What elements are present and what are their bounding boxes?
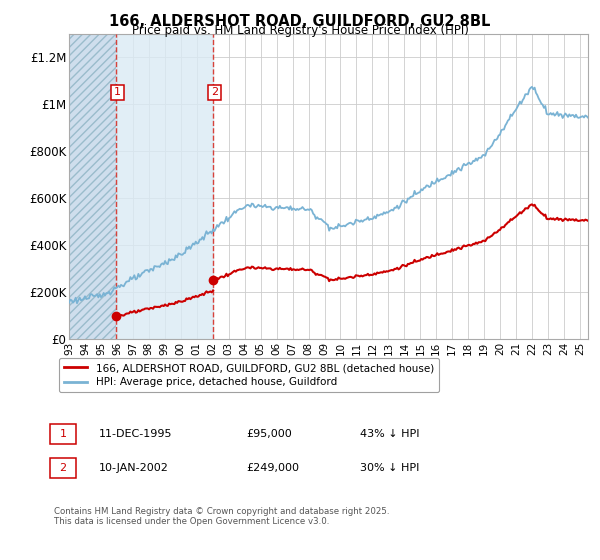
Text: 2: 2 [59,463,67,473]
Text: Contains HM Land Registry data © Crown copyright and database right 2025.
This d: Contains HM Land Registry data © Crown c… [54,507,389,526]
Text: £249,000: £249,000 [246,463,299,473]
Text: 1: 1 [114,87,121,97]
Text: 166, ALDERSHOT ROAD, GUILDFORD, GU2 8BL: 166, ALDERSHOT ROAD, GUILDFORD, GU2 8BL [109,14,491,29]
Text: 43% ↓ HPI: 43% ↓ HPI [360,429,419,439]
Bar [116,34,213,339]
Text: 10-JAN-2002: 10-JAN-2002 [99,463,169,473]
FancyBboxPatch shape [50,458,76,478]
Text: 2: 2 [211,87,218,97]
Text: 11-DEC-1995: 11-DEC-1995 [99,429,173,439]
Bar [69,34,116,339]
Text: Price paid vs. HM Land Registry's House Price Index (HPI): Price paid vs. HM Land Registry's House … [131,24,469,37]
Legend: 166, ALDERSHOT ROAD, GUILDFORD, GU2 8BL (detached house), HPI: Average price, de: 166, ALDERSHOT ROAD, GUILDFORD, GU2 8BL … [59,358,439,393]
Text: £95,000: £95,000 [246,429,292,439]
Text: 30% ↓ HPI: 30% ↓ HPI [360,463,419,473]
Bar [69,34,116,339]
FancyBboxPatch shape [50,424,76,444]
Text: 1: 1 [59,429,67,439]
